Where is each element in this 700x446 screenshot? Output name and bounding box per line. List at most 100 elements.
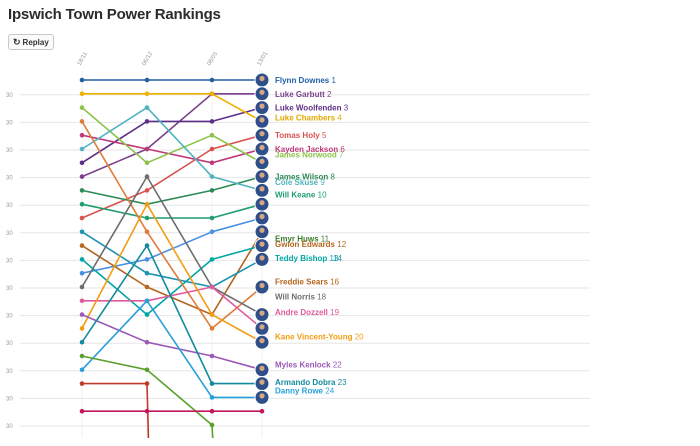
player-name: James Wilson — [275, 173, 328, 182]
player-name-label: Will Keane 10 — [275, 191, 327, 200]
series-point — [209, 312, 215, 317]
series-point — [144, 77, 150, 83]
series-point — [79, 215, 85, 221]
series-point — [144, 284, 150, 290]
player-rank: 11 — [319, 235, 330, 244]
player-name: Will Norris — [275, 293, 315, 302]
player-avatar-face — [259, 131, 265, 137]
series-point — [209, 160, 215, 166]
series-point — [144, 201, 150, 207]
player-name-label: Tomas Holy 5 — [275, 131, 327, 140]
player-avatar-face — [259, 144, 265, 151]
player-name-label: Luke Woolfenden 3 — [275, 104, 349, 113]
series-point — [209, 257, 215, 262]
series-point — [209, 132, 215, 138]
player-name-label: Cole Skuse 9 — [275, 178, 325, 187]
series-line — [81, 106, 263, 192]
series-point — [259, 408, 265, 414]
y-tick-label: 30 — [6, 424, 13, 430]
page-title: Ipswich Town Power Rankings — [8, 6, 221, 23]
series-point — [144, 339, 150, 345]
player-avatar-face — [259, 365, 265, 371]
y-tick-label: 30 — [6, 93, 13, 99]
series-point — [79, 146, 85, 152]
player-rank: 4 — [335, 113, 342, 122]
player-rank: 6 — [338, 145, 345, 154]
player-name-label: Kane Vincent-Young 20 — [275, 333, 364, 342]
player-avatar-face — [259, 117, 265, 123]
player-name: Armando Dobra — [275, 378, 336, 387]
player-name: Gwion Edwards — [275, 240, 336, 249]
series-point — [144, 257, 150, 262]
player-avatar-face — [259, 255, 265, 261]
player-name: James Norwood — [275, 151, 337, 160]
player-name-label: Armando Dobra 23 — [275, 378, 347, 387]
series-line — [81, 134, 263, 219]
player-avatar-face — [259, 310, 265, 316]
player-name-label: Danny Rowe 24 — [275, 387, 335, 396]
player-rank: 12 — [335, 240, 347, 249]
player-name: Luke Garbutt — [275, 90, 325, 99]
series-point — [209, 91, 215, 97]
series-point — [209, 215, 215, 221]
series-point — [79, 160, 85, 166]
series-line — [81, 244, 262, 385]
series-point — [209, 381, 215, 386]
player-avatar-face — [259, 213, 265, 220]
player-name: Danny Rowe — [275, 387, 324, 396]
player-avatar-face — [259, 379, 265, 385]
player-name-label: Flynn Downes 1 — [275, 76, 336, 85]
series-point — [209, 422, 215, 428]
player-name-label: Myles Kenlock 22 — [275, 360, 342, 369]
player-rank: 5 — [320, 131, 327, 140]
x-tick-label: 18/11 — [77, 51, 90, 67]
series-point — [79, 229, 85, 235]
series-point — [209, 353, 215, 359]
series-point — [144, 146, 150, 152]
replay-button-label: Replay — [22, 37, 49, 47]
series-point — [79, 243, 85, 248]
series-point — [79, 339, 85, 345]
player-rank: 16 — [328, 277, 340, 286]
player-name-label: 14 — [333, 254, 342, 263]
player-rank: 13 — [327, 254, 339, 263]
player-name: Cole Skuse — [275, 178, 319, 187]
series-point — [209, 188, 215, 193]
series-line — [82, 382, 150, 438]
series-point — [79, 408, 85, 414]
series-point — [79, 105, 85, 110]
player-name-label: Emyr Huws 11 — [275, 235, 330, 244]
series-group — [79, 77, 265, 438]
player-avatar-face — [259, 324, 265, 330]
player-rank: 19 — [328, 308, 340, 317]
player-name: Teddy Bishop — [275, 254, 327, 263]
player-avatar-face — [259, 241, 265, 247]
player-name: Myles Kenlock — [275, 360, 331, 369]
series-point — [79, 381, 85, 386]
player-name: Kayden Jackson — [275, 145, 338, 154]
player-name: Tomas Holy — [275, 131, 320, 140]
series-point — [209, 229, 215, 235]
x-tick-label: 08/01 — [207, 50, 220, 67]
series-point — [144, 91, 150, 97]
series-point — [144, 270, 150, 276]
series-point — [209, 119, 215, 124]
x-tick-label: 13/01 — [257, 50, 270, 67]
series-line — [81, 244, 263, 316]
series-line — [81, 175, 263, 316]
replay-button[interactable]: ↻ Replay — [8, 34, 54, 50]
series-line — [81, 300, 262, 399]
series-line — [81, 106, 263, 164]
player-name-label: Kayden Jackson 6 — [275, 145, 345, 154]
series-point — [144, 215, 150, 221]
y-tick-label: 30 — [6, 396, 13, 402]
series-point — [144, 367, 150, 373]
series-point — [144, 174, 150, 179]
y-tick-label: 30 — [6, 120, 13, 126]
y-tick-label: 30 — [6, 176, 13, 182]
player-name-label: Luke Garbutt 2 — [275, 90, 332, 99]
player-rank: 22 — [331, 360, 343, 369]
series-point — [79, 201, 85, 207]
player-rank: 1 — [329, 76, 336, 85]
y-tick-label: 30 — [6, 258, 13, 264]
